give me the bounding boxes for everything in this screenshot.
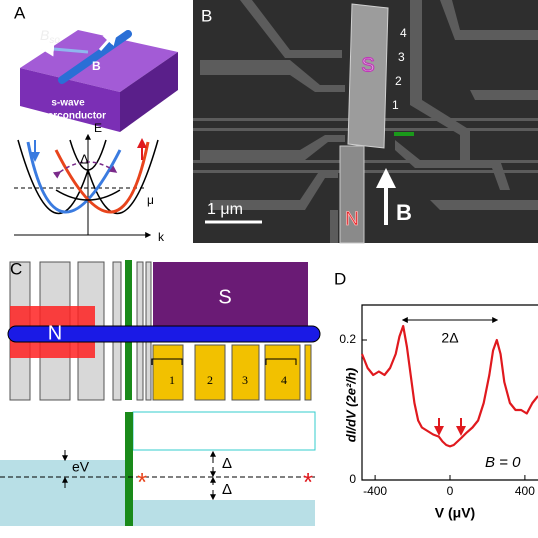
gate-label: 4 [281,373,287,387]
gap-label: Δ [80,151,89,166]
y-tick-label: 0.2 [339,332,356,346]
gate-number: 3 [398,50,405,64]
gap-label: Δ [222,455,232,472]
panel-label: C [10,259,22,278]
upper-band [133,412,315,450]
lead-states [0,460,125,526]
gate-label: 1 [169,373,175,387]
mu-label: μ [147,193,154,207]
field-so: Bso [40,27,60,46]
axis-label: k [158,230,165,244]
n-label: N [48,322,62,344]
panel-b: B 4 3 2 1 S N B 1 μm [193,0,538,243]
gates-under-s [153,345,311,400]
gate-number: 2 [395,74,402,88]
figure: A Bso B s-wave superconductor E k μ Δ B … [0,0,538,533]
panel-d: D 2Δ B = 0 dI/dV (2e²/h) V (μV) 0 0.2 -400… [334,269,538,520]
x-tick-label: 400 [515,484,535,498]
gap-annotation: 2Δ [441,330,458,346]
field-label: B [396,200,412,225]
panel-label: B [201,6,212,25]
panel-a: A Bso B s-wave superconductor E k μ Δ [14,3,178,244]
axis-label: E [94,121,102,135]
substrate-label: s-wave [51,98,85,109]
sem-n-label: N [345,209,359,230]
barrier [125,412,133,526]
x-tick-label: 0 [447,484,454,498]
sem-s-label: S [361,54,374,76]
bound-state: * [303,467,313,497]
y-tick-label: 0 [349,472,356,486]
x-tick-label: -400 [363,484,387,498]
x-axis-label: V (μV) [435,505,475,521]
gate-label: 2 [207,373,213,387]
substrate-label: superconductor [30,111,106,122]
bias-label: eV [72,459,90,475]
scale-bar-label: 1 μm [207,201,243,218]
bound-state: * [137,467,147,497]
gate-label: 3 [242,373,248,387]
field-annotation: B = 0 [485,454,521,471]
panel-label: A [14,3,26,22]
s-label: S [218,286,231,308]
field-label: B [92,59,101,73]
gap-label: Δ [222,481,232,498]
gate-number: 4 [400,26,407,40]
y-axis-label: dI/dV (2e²/h) [343,368,358,442]
gate-number: 1 [392,98,399,112]
panel-label: D [334,269,346,288]
lower-band [133,500,315,526]
panel-c: S N 1 2 3 4 C eV Δ Δ * * [0,259,320,526]
